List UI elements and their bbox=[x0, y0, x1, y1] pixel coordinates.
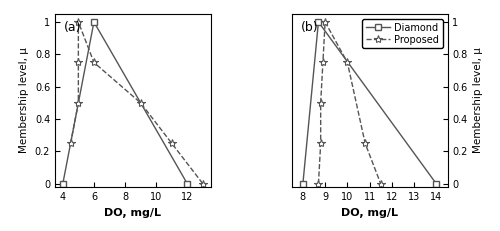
Y-axis label: Membership level, μ: Membership level, μ bbox=[474, 48, 484, 153]
Proposed bbox=[138, 102, 143, 104]
Proposed bbox=[76, 21, 82, 23]
Proposed bbox=[362, 142, 368, 145]
X-axis label: DO, mg/L: DO, mg/L bbox=[104, 207, 162, 218]
Proposed bbox=[320, 61, 326, 64]
Proposed bbox=[316, 182, 322, 185]
Line: Diamond: Diamond bbox=[60, 19, 190, 187]
Line: Proposed: Proposed bbox=[66, 18, 207, 188]
Proposed bbox=[76, 102, 82, 104]
Diamond bbox=[91, 21, 97, 23]
Proposed bbox=[200, 182, 206, 185]
Text: (b): (b) bbox=[301, 21, 318, 34]
Proposed bbox=[344, 61, 350, 64]
Line: Proposed: Proposed bbox=[314, 18, 385, 188]
Y-axis label: Membership level, μ: Membership level, μ bbox=[19, 48, 29, 153]
Diamond bbox=[434, 182, 440, 185]
Proposed bbox=[322, 21, 328, 23]
Legend: Diamond, Proposed: Diamond, Proposed bbox=[362, 19, 442, 49]
Diamond bbox=[316, 21, 322, 23]
Diamond bbox=[300, 182, 306, 185]
Proposed bbox=[318, 102, 324, 104]
Line: Diamond: Diamond bbox=[300, 19, 440, 187]
X-axis label: DO, mg/L: DO, mg/L bbox=[341, 207, 398, 218]
Proposed bbox=[378, 182, 384, 185]
Proposed bbox=[68, 142, 73, 145]
Proposed bbox=[318, 142, 324, 145]
Text: (a): (a) bbox=[64, 21, 82, 34]
Proposed bbox=[76, 61, 82, 64]
Proposed bbox=[91, 61, 97, 64]
Diamond bbox=[60, 182, 66, 185]
Diamond bbox=[184, 182, 190, 185]
Proposed bbox=[169, 142, 175, 145]
